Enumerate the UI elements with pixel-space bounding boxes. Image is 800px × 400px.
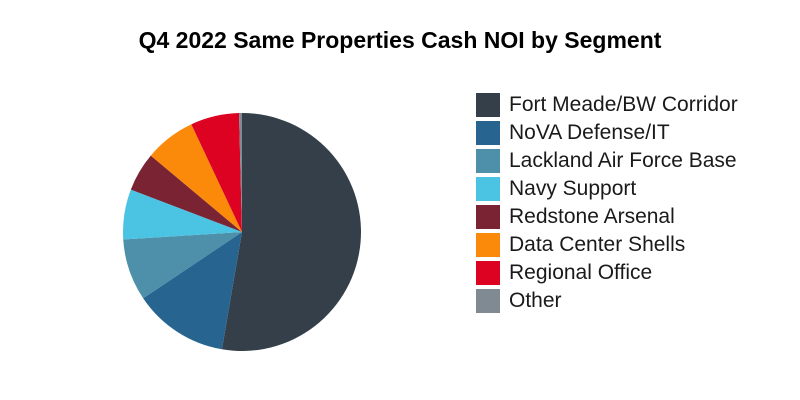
legend-swatch [476,233,500,257]
pie-slice-6 [191,113,242,232]
legend-swatch [476,289,500,313]
legend-item-5: Data Center Shells [476,231,738,259]
legend-label: Lackland Air Force Base [509,149,737,172]
legend-label: Data Center Shells [509,233,686,256]
legend-item-1: NoVA Defense/IT [476,119,738,147]
legend-label: Other [509,289,562,312]
legend-swatch [476,93,500,117]
pie-slice-0 [221,113,361,351]
chart-title: Q4 2022 Same Properties Cash NOI by Segm… [138,27,662,53]
legend-label: Fort Meade/BW Corridor [509,93,738,116]
legend-swatch [476,205,500,229]
legend-swatch [476,121,500,145]
legend-label: Regional Office [509,261,653,284]
legend-swatch [476,177,500,201]
legend-item-6: Regional Office [476,259,738,287]
pie-slice-4 [130,155,242,232]
pie-slice-5 [150,124,242,232]
legend-item-4: Redstone Arsenal [476,203,738,231]
legend-label: NoVA Defense/IT [509,121,670,144]
legend-item-3: Navy Support [476,175,738,203]
pie-slice-7 [239,113,242,232]
legend-item-2: Lackland Air Force Base [476,147,738,175]
legend-swatch [476,261,500,285]
pie-slice-2 [123,232,242,299]
chart-legend: Fort Meade/BW Corridor NoVA Defense/IT Lac… [476,91,738,315]
legend-label: Navy Support [509,177,637,200]
legend-label: Redstone Arsenal [509,205,675,228]
pie-slice-1 [143,232,242,350]
pie-chart [123,113,361,351]
pie-slice-3 [123,189,242,240]
legend-item-7: Other [476,287,738,315]
legend-item-0: Fort Meade/BW Corridor [476,91,738,119]
legend-swatch [476,149,500,173]
